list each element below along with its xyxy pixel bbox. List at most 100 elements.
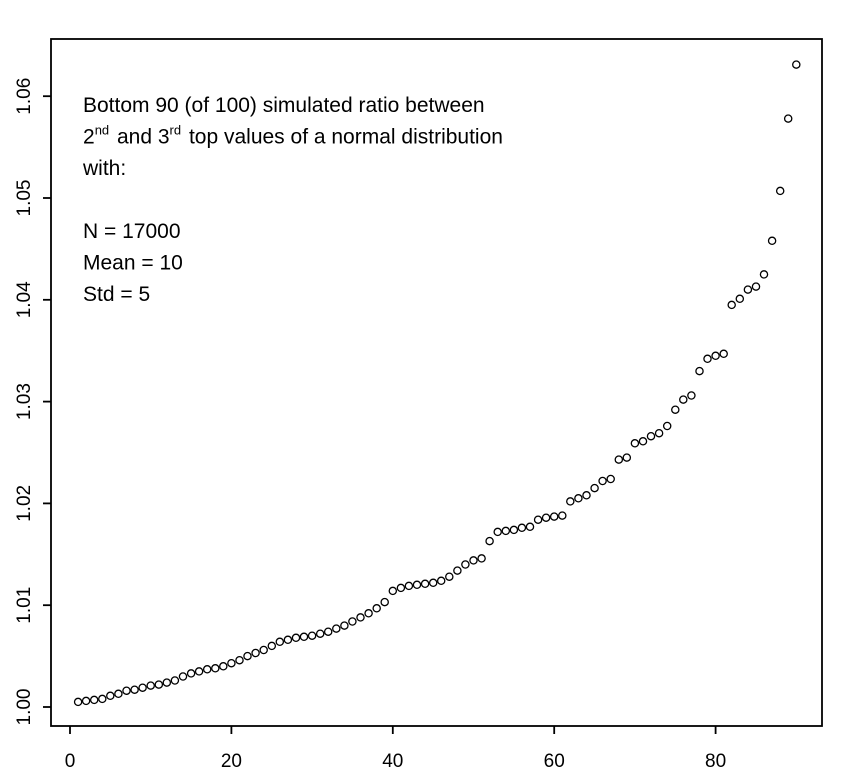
data-point bbox=[759, 270, 769, 279]
y-tick-label: 1.00 bbox=[14, 689, 35, 726]
data-point bbox=[695, 366, 704, 376]
data-point bbox=[275, 637, 285, 647]
data-point bbox=[461, 560, 470, 569]
data-point bbox=[453, 566, 462, 575]
data-point bbox=[307, 631, 317, 640]
x-axis-ticks: 0 20 40 60 80 bbox=[65, 726, 726, 772]
y-tick-label: 1.04 bbox=[14, 281, 35, 318]
data-point bbox=[687, 391, 696, 400]
data-point bbox=[751, 282, 761, 291]
data-point bbox=[590, 483, 599, 493]
data-point bbox=[638, 437, 648, 446]
y-axis-ticks: 1.00 1.01 1.02 1.03 1.04 1.05 1.06 bbox=[14, 78, 51, 726]
data-point bbox=[792, 60, 801, 69]
data-point bbox=[138, 683, 147, 692]
annotation-line: Std = 5 bbox=[83, 283, 150, 306]
y-tick-label: 1.02 bbox=[14, 485, 35, 522]
data-point bbox=[469, 556, 478, 565]
y-tick-label: 1.05 bbox=[14, 180, 35, 217]
data-points bbox=[73, 60, 801, 707]
data-point bbox=[509, 525, 519, 535]
data-point bbox=[122, 686, 131, 695]
data-point bbox=[598, 476, 607, 486]
data-point bbox=[501, 526, 511, 536]
data-point bbox=[380, 597, 389, 607]
data-point bbox=[582, 491, 591, 500]
data-point bbox=[767, 236, 777, 246]
data-point bbox=[703, 354, 712, 364]
data-point bbox=[81, 696, 91, 706]
data-point bbox=[235, 655, 244, 665]
data-point bbox=[243, 651, 252, 661]
annotation-line: with: bbox=[82, 157, 126, 180]
data-point bbox=[291, 633, 301, 643]
data-point bbox=[517, 523, 527, 533]
data-point bbox=[130, 685, 139, 694]
data-point bbox=[783, 114, 793, 123]
x-tick-label: 40 bbox=[382, 751, 403, 772]
data-point bbox=[114, 689, 123, 699]
x-tick-label: 20 bbox=[221, 751, 242, 772]
data-point bbox=[340, 621, 349, 630]
data-point bbox=[719, 349, 728, 359]
data-point bbox=[396, 583, 406, 593]
data-point bbox=[283, 635, 293, 645]
data-point bbox=[662, 421, 672, 431]
annotation-line: 2nd and 3rd top values of a normal distr… bbox=[83, 123, 503, 149]
data-point bbox=[743, 285, 753, 294]
data-point bbox=[412, 580, 422, 590]
data-point bbox=[775, 186, 785, 196]
data-point bbox=[194, 667, 204, 676]
data-point bbox=[525, 522, 535, 532]
data-point bbox=[146, 681, 155, 690]
data-point bbox=[485, 536, 494, 546]
data-point bbox=[646, 431, 656, 441]
x-tick-label: 0 bbox=[65, 751, 76, 772]
data-point bbox=[622, 453, 632, 462]
data-point bbox=[558, 511, 567, 520]
data-point bbox=[178, 672, 188, 681]
annotation-line: Bottom 90 (of 100) simulated ratio betwe… bbox=[83, 94, 485, 117]
data-point bbox=[727, 300, 736, 310]
data-point bbox=[541, 513, 551, 522]
y-tick-label: 1.06 bbox=[14, 78, 35, 115]
data-point bbox=[259, 645, 268, 655]
data-point bbox=[364, 609, 373, 618]
data-point bbox=[162, 678, 172, 687]
y-tick-label: 1.03 bbox=[14, 383, 35, 420]
data-point bbox=[348, 617, 357, 626]
data-point bbox=[315, 629, 325, 638]
annotation-line: N = 17000 bbox=[83, 220, 181, 243]
plot-border bbox=[50, 38, 823, 727]
data-point bbox=[332, 624, 341, 633]
data-point bbox=[227, 658, 236, 668]
data-point bbox=[202, 665, 212, 674]
data-point bbox=[735, 294, 745, 304]
data-point bbox=[98, 694, 107, 704]
data-point bbox=[533, 515, 543, 524]
data-point bbox=[574, 494, 583, 503]
data-point bbox=[356, 613, 365, 622]
data-point bbox=[679, 395, 688, 404]
data-point bbox=[219, 662, 228, 671]
data-point bbox=[566, 497, 575, 506]
data-point bbox=[404, 581, 414, 591]
data-point bbox=[614, 455, 624, 464]
data-point bbox=[299, 632, 309, 642]
data-point bbox=[323, 627, 333, 636]
data-point bbox=[251, 648, 260, 658]
x-tick-label: 60 bbox=[544, 751, 565, 772]
data-point bbox=[73, 697, 83, 707]
data-point bbox=[549, 512, 559, 521]
data-point bbox=[89, 695, 99, 705]
data-point bbox=[428, 578, 438, 588]
data-point bbox=[711, 351, 720, 361]
data-point bbox=[493, 527, 502, 537]
data-point bbox=[211, 664, 220, 673]
data-point bbox=[154, 680, 164, 689]
data-point bbox=[388, 586, 398, 596]
data-point bbox=[186, 669, 196, 678]
data-point bbox=[671, 405, 680, 414]
